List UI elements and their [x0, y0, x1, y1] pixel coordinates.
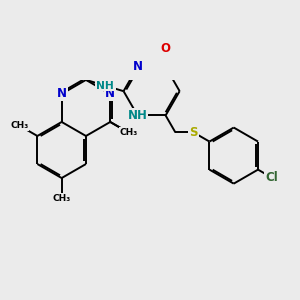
Text: S: S	[189, 126, 198, 139]
Text: N: N	[133, 60, 142, 74]
Text: NH: NH	[96, 80, 114, 91]
Text: CH₃: CH₃	[52, 194, 71, 203]
Text: H: H	[100, 80, 109, 91]
Text: N: N	[57, 87, 67, 101]
Text: CH₃: CH₃	[119, 128, 137, 137]
Text: CH₃: CH₃	[10, 121, 28, 130]
Text: NH: NH	[128, 109, 148, 122]
Text: Cl: Cl	[265, 171, 278, 184]
Text: O: O	[160, 42, 171, 55]
Text: N: N	[105, 87, 115, 101]
